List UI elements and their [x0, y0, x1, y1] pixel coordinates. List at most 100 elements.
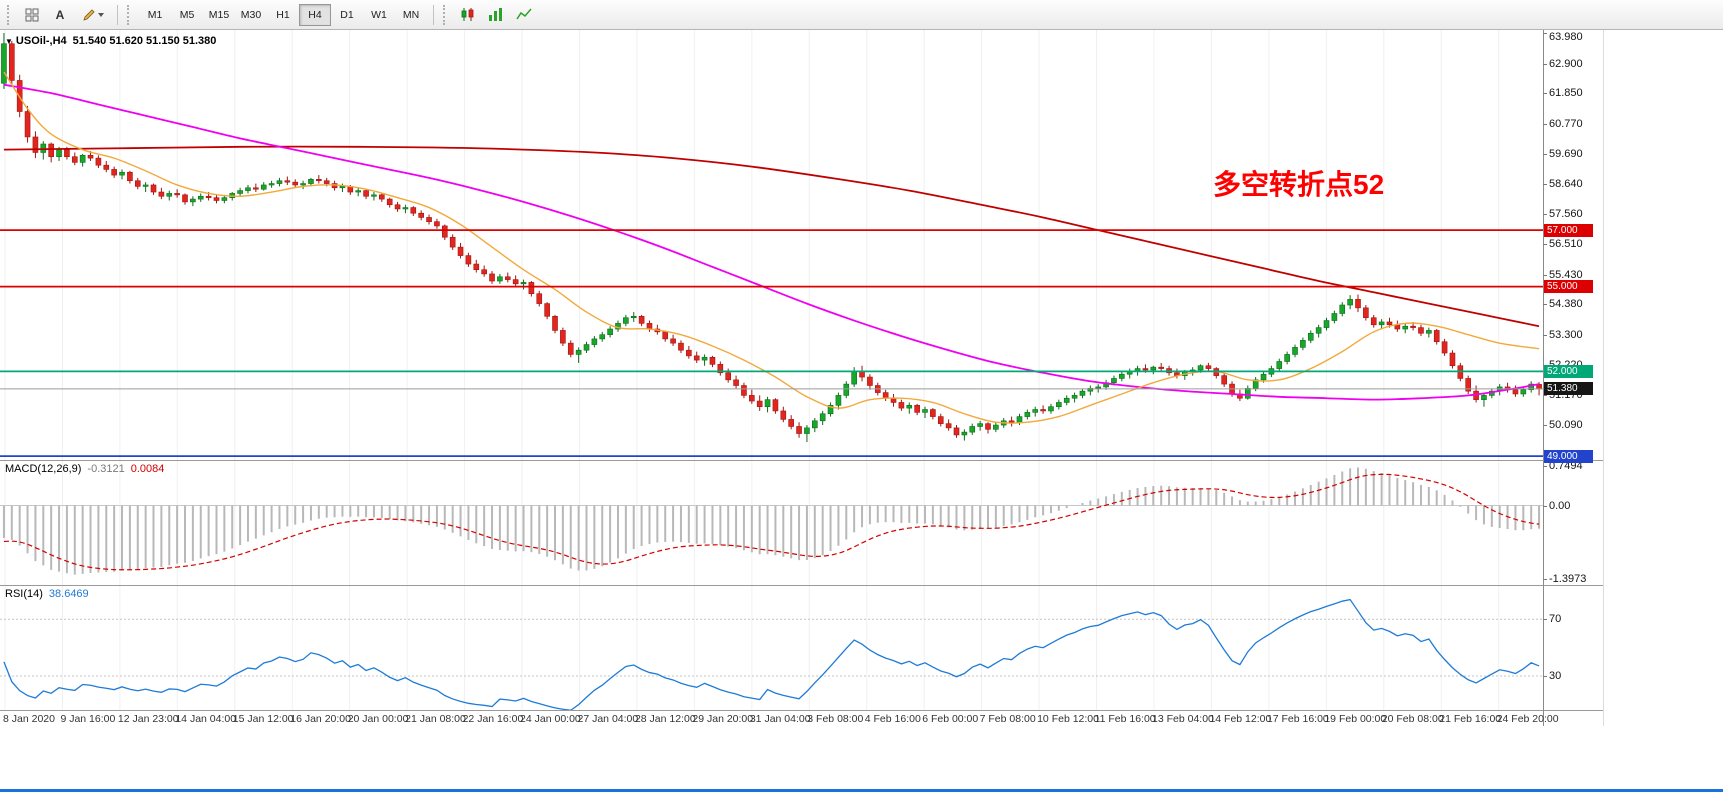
price-axis-label: 63.980: [1549, 31, 1583, 43]
price-axis-label: 52.220: [1549, 359, 1583, 372]
toolbar-grip: [443, 4, 450, 25]
symbol-label: USOil-,H4: [15, 35, 67, 47]
rsi-canvas[interactable]: [0, 585, 1543, 710]
price-axis-label: 58.640: [1549, 177, 1583, 190]
price-axis-label: 51.170: [1549, 388, 1583, 401]
toolbar-grip: [127, 4, 134, 25]
bar-chart-button[interactable]: [483, 3, 509, 27]
price-axis-label: 62.900: [1549, 57, 1583, 70]
time-axis-label: 24 Feb 20:00: [1496, 713, 1559, 725]
time-axis-label: 3 Feb 08:00: [807, 713, 864, 725]
price-axis-label: 56.510: [1549, 238, 1583, 250]
time-axis-label: 20 Feb 08:00: [1381, 713, 1444, 725]
symbol-dropdown-icon[interactable]: ▼: [5, 37, 13, 46]
price-axis-label: 55.430: [1549, 268, 1583, 281]
toolbar: A M1 M5 M15 M30 H1 H4 D1 W1 MN: [0, 0, 1723, 30]
time-axis-label: 21 Jan 08:00: [405, 713, 466, 725]
time-axis-label: 4 Feb 16:00: [864, 713, 921, 725]
price-tag-55.000: 55.000: [1544, 280, 1593, 294]
macd-axis-label: 0.00: [1549, 499, 1571, 512]
time-axis-label: 24 Jan 00:00: [520, 713, 581, 725]
macd-axis-label: -1.3973: [1549, 573, 1587, 585]
timeframe-w1[interactable]: W1: [371, 8, 387, 21]
candlestick-chart-icon: [461, 8, 474, 21]
line-chart-icon: [516, 8, 532, 20]
rsi-axis-label: 70: [1549, 613, 1562, 626]
time-axis-label: 22 Jan 16:00: [462, 713, 524, 725]
macd-title: MACD(12,26,9): [5, 463, 82, 475]
timeframe-h4[interactable]: H4: [299, 3, 331, 26]
timeframe-m15[interactable]: M15: [208, 8, 230, 21]
timeframe-group: M1 M5 M15 M30 H1 H4 D1 W1 MN: [139, 3, 427, 26]
window-edge: [1603, 30, 1604, 726]
time-axis-label: 6 Feb 00:00: [922, 713, 979, 725]
time-axis-label: 19 Feb 00:00: [1324, 713, 1387, 725]
chart-grid-icon[interactable]: [19, 3, 45, 27]
price-axis-label: 61.850: [1549, 87, 1583, 100]
bar-chart-icon: [489, 8, 502, 21]
price-axis-label: 54.380: [1549, 298, 1583, 311]
rsi-axis-label: 30: [1549, 670, 1562, 683]
chart-annotation: 多空转折点52: [1213, 169, 1385, 200]
panel-separator[interactable]: [0, 585, 1603, 586]
price-chart-canvas[interactable]: [0, 30, 1543, 460]
toolbar-separator: [117, 4, 118, 25]
timeframe-m30[interactable]: M30: [240, 8, 262, 21]
rsi-header: RSI(14) 38.6469: [5, 588, 89, 600]
rsi-value: 38.6469: [48, 588, 89, 600]
toolbar-grip: [7, 4, 14, 25]
time-axis-label: 7 Feb 08:00: [979, 713, 1036, 725]
time-axis-label: 28 Jan 12:00: [634, 713, 696, 725]
pencil-icon: [83, 8, 95, 21]
timeframe-m1[interactable]: M1: [147, 8, 163, 21]
macd-canvas[interactable]: [0, 460, 1543, 585]
macd-main-value: -0.3121: [87, 463, 125, 475]
time-axis-label: 13 Feb 04:00: [1152, 713, 1214, 725]
timeframe-h1[interactable]: H1: [276, 8, 290, 21]
price-tag-57.000: 57.000: [1544, 223, 1593, 237]
time-axis-label: 14 Feb 12:00: [1209, 713, 1272, 725]
time-axis-label: 27 Jan 04:00: [577, 713, 639, 725]
time-axis-label: 31 Jan 04:00: [749, 713, 811, 725]
time-axis-label: 12 Jan 23:00: [117, 713, 179, 725]
ohlc-readout: 51.540 51.620 51.150 51.380: [72, 35, 217, 47]
macd-signal-value: 0.0084: [130, 463, 165, 475]
time-axis-label: 9 Jan 16:00: [60, 713, 116, 725]
time-axis-label: 8 Jan 2020: [3, 713, 55, 725]
draw-tools-button[interactable]: [75, 3, 111, 27]
price-tag-52.000: 52.000: [1544, 364, 1593, 378]
grid-icon: [25, 8, 39, 21]
timeframe-m5[interactable]: M5: [179, 8, 195, 21]
toolbar-separator: [433, 4, 434, 25]
chevron-down-icon: [98, 12, 104, 17]
time-axis-label: 10 Feb 12:00: [1037, 713, 1099, 725]
time-axis-label: 15 Jan 12:00: [232, 713, 294, 725]
time-axis-label: 29 Jan 20:00: [692, 713, 754, 725]
timeframe-mn[interactable]: MN: [402, 8, 420, 21]
time-axis-label: 14 Jan 04:00: [175, 713, 237, 725]
line-chart-button[interactable]: [511, 3, 537, 27]
time-axis-label: 20 Jan 00:00: [347, 713, 409, 725]
bid-price-tag: 51.380: [1544, 382, 1593, 396]
rsi-title: RSI(14): [5, 588, 43, 600]
time-axis-label: 16 Jan 20:00: [290, 713, 351, 725]
time-axis: 8 Jan 2020 9 Jan 16:00 12 Jan 23:00 14 Jan …: [0, 711, 1640, 728]
timeframe-d1[interactable]: D1: [340, 8, 354, 21]
price-axis-label: 50.090: [1549, 419, 1583, 432]
candlestick-chart-button[interactable]: [455, 3, 481, 27]
price-axis-label: 53.300: [1549, 328, 1583, 341]
time-axis-label: 17 Feb 16:00: [1266, 713, 1329, 725]
panel-separator[interactable]: [0, 460, 1603, 461]
macd-header: MACD(12,26,9) -0.3121 0.0084: [5, 463, 164, 475]
bottom-accent-line: [0, 789, 1723, 792]
text-label-tool[interactable]: A: [55, 7, 65, 22]
time-axis-label: 21 Feb 16:00: [1439, 713, 1502, 725]
chart-symbol-header: ▼ USOil-,H4 51.540 51.620 51.150 51.380: [5, 35, 216, 47]
price-axis-label: 60.770: [1549, 117, 1583, 130]
macd-axis-label: 0.7494: [1549, 460, 1583, 473]
price-axis-line: [1543, 30, 1544, 726]
panel-separator: [0, 710, 1603, 711]
price-axis-label: 59.690: [1549, 148, 1583, 161]
price-axis-label: 57.560: [1549, 208, 1583, 221]
time-axis-label: 11 Feb 16:00: [1094, 713, 1156, 725]
